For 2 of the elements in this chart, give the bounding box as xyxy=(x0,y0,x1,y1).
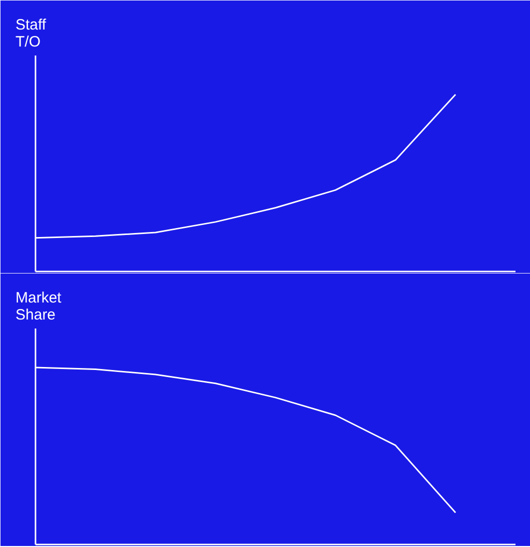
y-axis-title: Staff T/O xyxy=(16,16,47,50)
y-axis-title: Market Share xyxy=(16,290,62,324)
